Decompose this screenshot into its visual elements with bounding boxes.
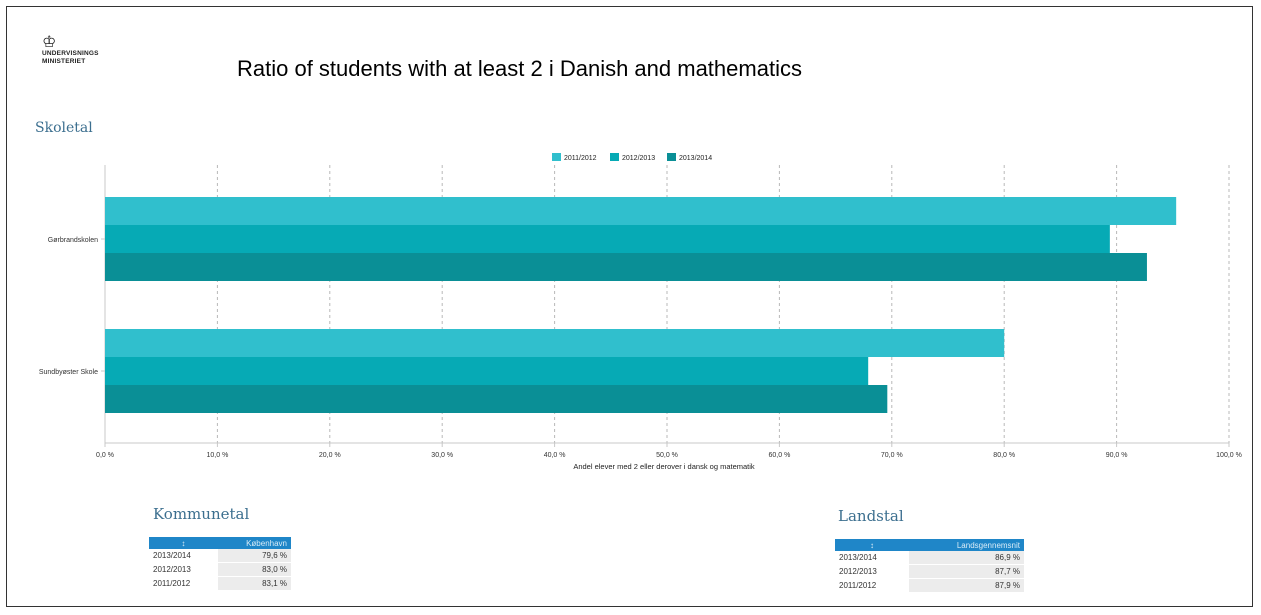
table-header-row: ↕ København — [149, 537, 291, 549]
table-header-row: ↕ Landsgennemsnit — [835, 539, 1024, 551]
page-frame — [6, 6, 1253, 607]
sort-icon[interactable]: ↕ — [149, 537, 218, 549]
legend-label: 2012/2013 — [622, 155, 655, 162]
value-cell: 83,1 % — [217, 576, 291, 591]
x-tick-label: 100,0 % — [1216, 452, 1242, 459]
x-tick-label: 10,0 % — [207, 452, 229, 459]
value-cell: 86,9 % — [909, 551, 1024, 565]
value-cell: 83,0 % — [217, 562, 291, 577]
ministry-logo: ♔ UNDERVISNINGS MINISTERIET — [42, 34, 132, 66]
year-cell: 2011/2012 — [149, 576, 218, 591]
x-tick-label: 0,0 % — [96, 452, 114, 459]
x-axis-label: Andel elever med 2 eller derover i dansk… — [573, 462, 755, 471]
bar — [105, 253, 1147, 281]
value-cell: 87,9 % — [909, 578, 1024, 593]
year-cell: 2011/2012 — [835, 578, 910, 593]
column-header-landsgennemsnit[interactable]: Landsgennemsnit — [909, 539, 1024, 551]
bar — [105, 357, 869, 385]
table-row: 2011/2012 83,1 % — [149, 576, 291, 591]
sort-icon[interactable]: ↕ — [835, 539, 910, 551]
table-row: 2013/2014 86,9 % — [835, 551, 1024, 565]
table-row: 2011/2012 87,9 % — [835, 578, 1024, 593]
x-tick-label: 70,0 % — [881, 452, 903, 459]
year-cell: 2012/2013 — [149, 562, 218, 577]
section-title-national: Landstal — [838, 507, 904, 525]
legend-swatch — [667, 153, 676, 161]
year-cell: 2013/2014 — [149, 549, 218, 563]
year-cell: 2013/2014 — [835, 551, 910, 565]
x-tick-label: 80,0 % — [993, 452, 1015, 459]
year-cell: 2012/2013 — [835, 564, 910, 579]
category-label: Sundbyøster Skole — [39, 369, 98, 376]
page-title: Ratio of students with at least 2 i Dani… — [237, 56, 802, 81]
value-cell: 79,6 % — [217, 549, 291, 563]
x-tick-label: 20,0 % — [319, 452, 341, 459]
crown-icon: ♔ — [42, 32, 57, 51]
table-row: 2012/2013 83,0 % — [149, 562, 291, 577]
bar — [105, 225, 1110, 253]
x-tick-label: 60,0 % — [769, 452, 791, 459]
legend-swatch — [552, 153, 561, 161]
category-label: Gørbrandskolen — [48, 237, 98, 244]
legend-swatch — [610, 153, 619, 161]
national-table: ↕ Landsgennemsnit 2013/2014 86,9 % 2012/… — [835, 539, 1024, 593]
bar — [105, 197, 1177, 225]
x-tick-label: 50,0 % — [656, 452, 678, 459]
x-tick-label: 30,0 % — [431, 452, 453, 459]
bar — [105, 385, 888, 413]
bar — [105, 329, 1005, 357]
municipal-table: ↕ København 2013/2014 79,6 % 2012/2013 8… — [149, 537, 291, 591]
table-row: 2012/2013 87,7 % — [835, 564, 1024, 579]
legend-label: 2011/2012 — [564, 155, 597, 162]
legend-label: 2013/2014 — [679, 155, 712, 162]
table-row: 2013/2014 79,6 % — [149, 549, 291, 563]
logo-line-2: MINISTERIET — [42, 58, 86, 65]
column-header-kobenhavn[interactable]: København — [217, 537, 291, 549]
section-title-municipal: Kommunetal — [153, 505, 250, 523]
x-tick-label: 90,0 % — [1106, 452, 1128, 459]
logo-line-1: UNDERVISNINGS — [42, 50, 99, 57]
section-title-school: Skoletal — [35, 120, 93, 136]
x-tick-label: 40,0 % — [544, 452, 566, 459]
value-cell: 87,7 % — [909, 564, 1024, 579]
